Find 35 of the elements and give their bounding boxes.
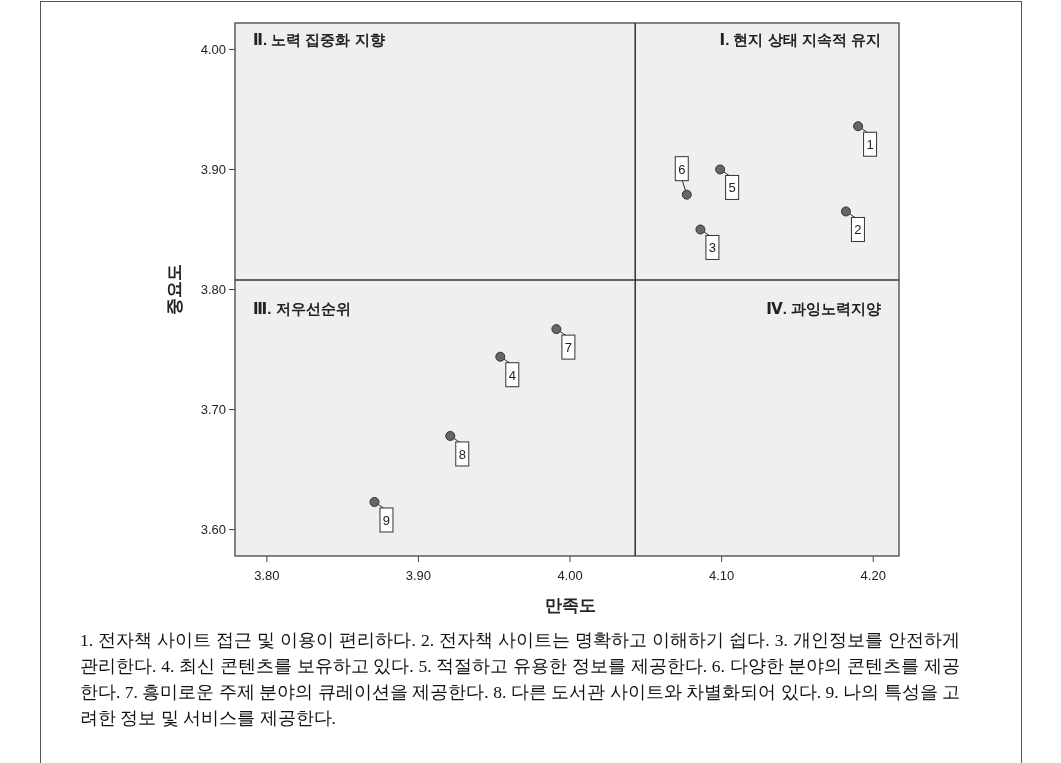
point	[551, 324, 562, 335]
point	[853, 121, 864, 132]
annotation: Ⅱ. 노력 집중화 지향	[253, 31, 385, 48]
annotation: 9	[382, 512, 391, 528]
annotation: Ⅲ. 저우선순위	[253, 299, 351, 317]
annotation: 1	[866, 137, 874, 153]
point	[445, 430, 456, 441]
x-axis-title: 만족도	[544, 596, 596, 615]
y-axis-title: 중요도	[165, 264, 184, 315]
y-tick-label: 4.00	[200, 41, 226, 57]
point	[369, 496, 380, 507]
point	[495, 351, 506, 362]
x-tick-label: 4.00	[557, 568, 583, 583]
annotation: 8	[458, 446, 466, 462]
x-tick-label: 3.80	[254, 568, 280, 583]
annotation: 2	[854, 222, 862, 238]
annotation: 6	[678, 161, 686, 177]
annotation: 5	[728, 180, 736, 196]
text: 1. 전자책 사이트 접근 및 이용이 편리하다. 2. 전자책 사이트는 명확하고 이해하기 쉽다. 3. 개인정보를 안전하게 관리한다. 4. 최신 콘텐츠를 보유하고 있다. 5. 적절하고 유용한 정보를 제공한다. 6. 다양한 분야의 콘텐츠를 제공한다. 7. 흥미로운 주제 분야의 큐레이션을 제공한다. 8. 다른 도서관 사이트와 차별화되어 있다. 9. 나의 특성을 고려한 정보 및 서비스를 제공한다.	[80, 629, 960, 730]
y-tick-label: 3.60	[200, 522, 226, 538]
point	[681, 189, 692, 200]
y-tick-label: 3.90	[200, 161, 226, 177]
x-tick-label: 4.10	[708, 568, 735, 583]
annotation: 4	[508, 367, 516, 383]
y-tick-label: 3.70	[200, 402, 226, 418]
annotation: Ⅰ. 현지 상태 지속적 유지	[719, 31, 881, 48]
annotation: 7	[564, 340, 573, 356]
point	[695, 224, 706, 235]
point	[715, 164, 726, 175]
point	[840, 206, 851, 217]
x-tick-label: 4.20	[860, 568, 886, 583]
annotation: 3	[708, 240, 717, 256]
y-tick-label: 3.80	[200, 282, 226, 297]
x-tick-label: 3.90	[405, 568, 432, 583]
annotation: Ⅳ. 과잉노력지양	[766, 299, 881, 317]
